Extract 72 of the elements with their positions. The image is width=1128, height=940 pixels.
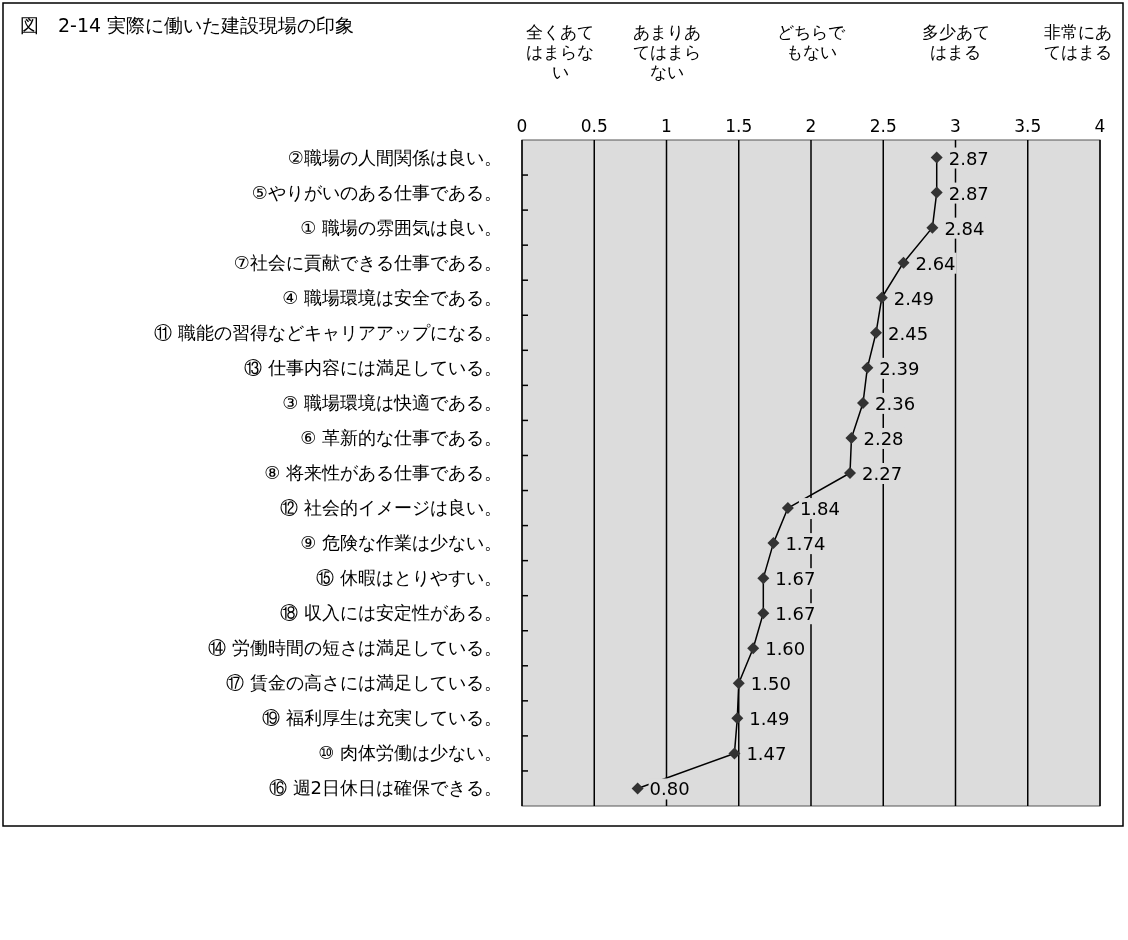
y-tick-label: ⑯ 週2日休日は確保できる。	[268, 777, 502, 799]
data-label: 2.84	[944, 217, 985, 239]
text: 非常にあてはまる	[1044, 22, 1112, 62]
point	[631, 782, 644, 795]
point	[728, 747, 741, 760]
data-label: 2.28	[863, 427, 904, 449]
data-label: 2.49	[893, 287, 934, 309]
data-label: 2.87	[948, 182, 989, 204]
y-tick-label: ⑥ 革新的な仕事である。	[300, 426, 502, 448]
point	[732, 677, 745, 690]
data-label: 2.45	[888, 322, 929, 344]
x-tick-label: 1	[661, 116, 672, 136]
point	[926, 221, 939, 234]
y-tick-label: ⑨ 危険な作業は少ない。	[300, 532, 502, 554]
data-label: 1.67	[775, 568, 816, 590]
point	[861, 361, 874, 374]
point	[870, 326, 883, 339]
text: 図 2-14 実際に働いた建設現場の印象	[20, 14, 355, 36]
x-tick-label: 1.5	[725, 116, 753, 136]
point	[930, 186, 943, 199]
y-tick-label: ⑫ 社会的イメージは良い。	[280, 497, 502, 519]
y-tick-label: ⑲ 福利厚生は充実している。	[262, 707, 502, 729]
y-tick-label: ⑪ 職能の習得などキャリアアップになる。	[154, 321, 502, 343]
point	[767, 537, 780, 550]
data-label: 1.74	[785, 533, 826, 555]
point	[844, 467, 857, 479]
data-label: 1.47	[746, 743, 787, 765]
y-tick-label: ⑮ 休暇はとりやすい。	[316, 567, 502, 589]
point	[897, 256, 910, 269]
x-tick-label: 0	[516, 116, 528, 136]
text: どちらでもない	[777, 22, 846, 62]
data-label: 2.36	[875, 392, 916, 414]
y-tick-label: ⑦社会に貢献できる仕事である。	[233, 251, 502, 273]
point	[875, 291, 888, 304]
y-tick-label: ⑬ 仕事内容には満足している。	[244, 356, 502, 378]
point	[930, 151, 943, 164]
text: 全くあてはまらない	[526, 22, 594, 82]
y-tick-label: ⑤やりがいのある仕事である。	[251, 181, 502, 203]
data-label: 1.60	[765, 638, 806, 660]
point	[781, 502, 794, 515]
data-label: 2.27	[862, 463, 903, 484]
data-label: 1.67	[775, 603, 816, 625]
x-tick-label: 2.5	[869, 116, 897, 136]
text: あまりあてはまらない	[632, 22, 701, 82]
data-label: 2.39	[879, 357, 920, 379]
data-label: 0.80	[649, 778, 690, 800]
y-tick-label: ⑩ 肉体労働は少ない。	[318, 742, 502, 764]
x-tick-label: 2	[805, 116, 817, 136]
y-tick-label: ⑰ 賃金の高さには満足している。	[226, 672, 502, 694]
data-label: 1.50	[750, 673, 791, 695]
y-tick-label: ① 職場の雰囲気は良い。	[300, 216, 502, 238]
point	[757, 607, 770, 620]
data-label: 1.49	[749, 708, 790, 730]
y-tick-label: ②職場の人間関係は良い。	[287, 146, 502, 168]
y-tick-label: ⑭ 労働時間の短さは満足している。	[208, 637, 502, 659]
x-tick-label: 4	[1094, 116, 1106, 136]
point	[731, 712, 744, 725]
data-label: 1.84	[799, 498, 840, 520]
point	[857, 396, 870, 409]
point	[845, 431, 858, 444]
x-tick-label: 3.5	[1014, 116, 1042, 136]
x-tick-label: 3	[950, 116, 961, 136]
data-label: 2.87	[948, 147, 989, 169]
point	[747, 642, 760, 655]
point	[757, 572, 770, 585]
y-tick-label: ⑱ 収入には安定性がある。	[280, 602, 502, 624]
y-tick-label: ⑧ 将来性がある仕事である。	[264, 462, 502, 483]
data-label: 2.64	[915, 252, 956, 274]
x-tick-label: 0.5	[580, 116, 608, 136]
text: 多少あてはまる	[921, 22, 990, 62]
y-tick-label: ③ 職場環境は快適である。	[282, 391, 502, 413]
y-tick-label: ④ 職場環境は安全である。	[282, 286, 502, 308]
